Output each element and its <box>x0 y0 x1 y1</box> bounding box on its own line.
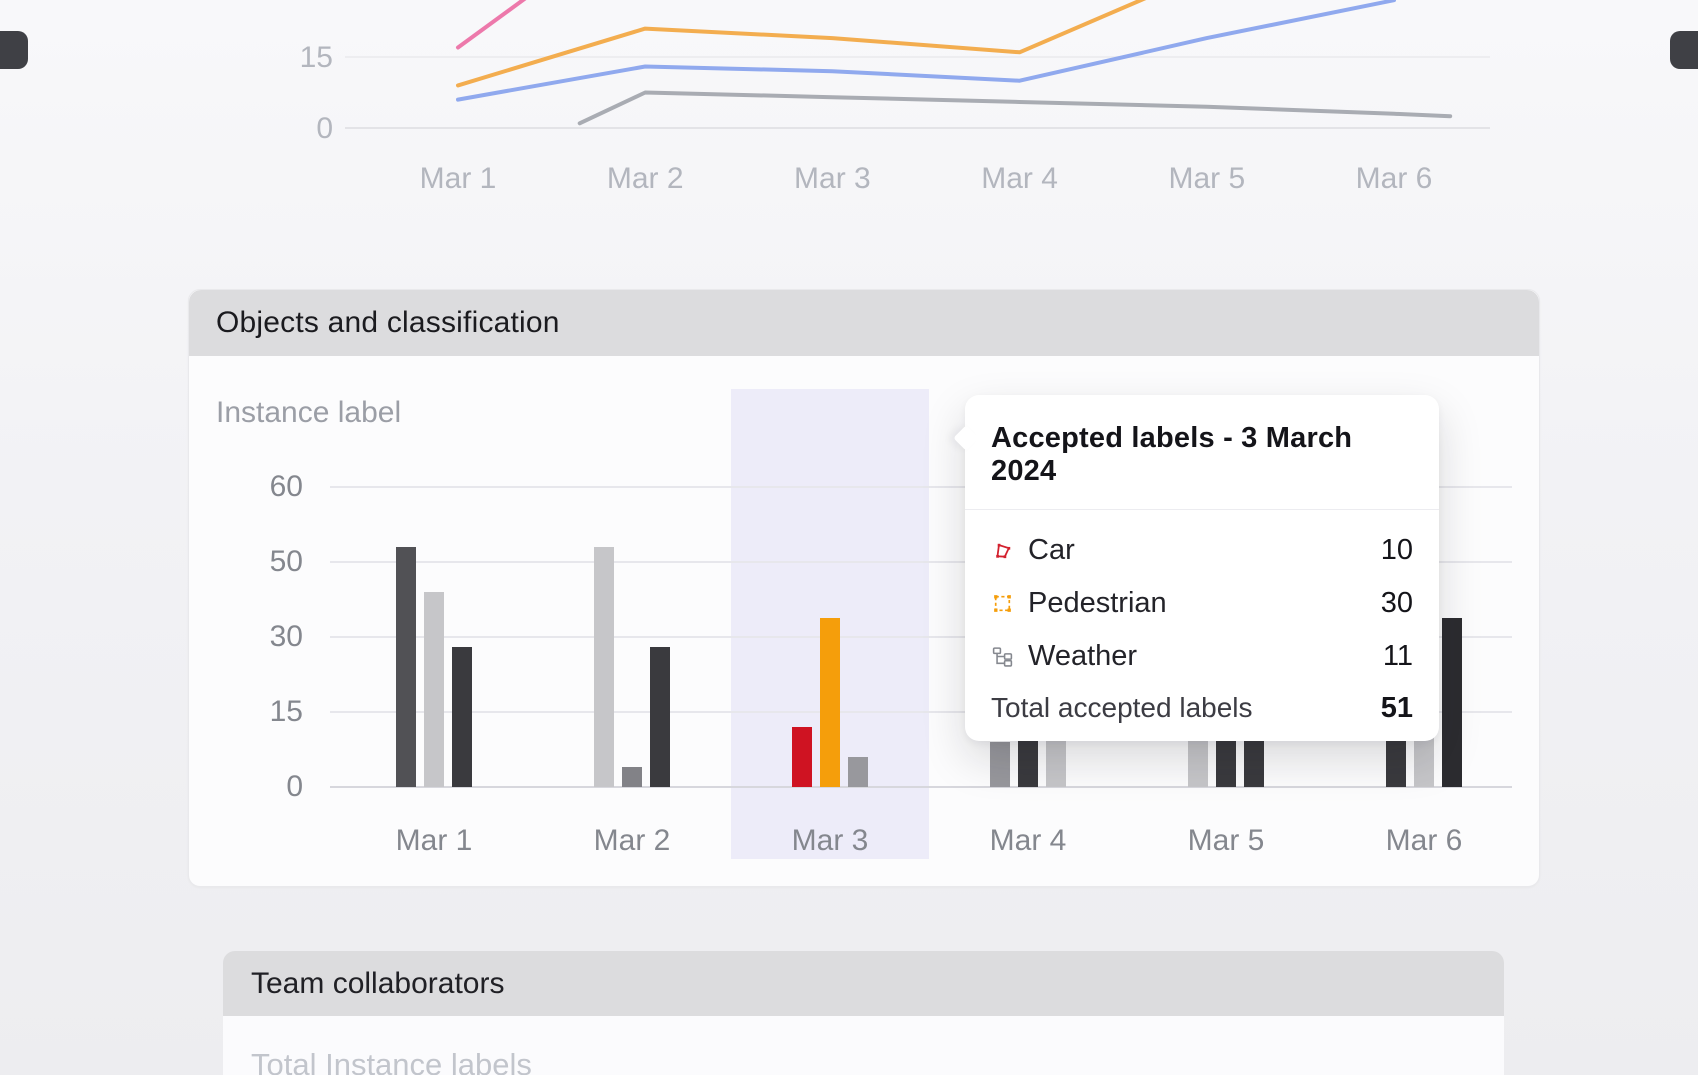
timeline-series-blue <box>456 0 1396 102</box>
tooltip-row-pedestrian: Pedestrian 30 <box>991 577 1413 630</box>
timeline-x-label: Mar 5 <box>1168 162 1246 195</box>
tooltip-title: Accepted labels - 3 March 2024 <box>991 422 1353 487</box>
team-first-row-label: Total Instance labels <box>251 1047 532 1075</box>
tooltip-total-row: Total accepted labels 51 <box>965 685 1439 741</box>
objects-card-header: Objects and classification <box>189 290 1539 356</box>
tooltip-row-weather: Weather 11 <box>991 630 1413 683</box>
bounding-box-icon <box>991 592 1014 615</box>
bar-mar-1-3[interactable] <box>452 647 472 787</box>
tooltip-divider <box>965 509 1439 510</box>
bar-mar-6-3[interactable] <box>1442 618 1462 787</box>
chart-tooltip: Accepted labels - 3 March 2024 Car 10 <box>953 395 1439 741</box>
bar-mar-2-1[interactable] <box>594 547 614 787</box>
tooltip-row-value: 10 <box>1380 534 1413 566</box>
tooltip-row-label: Car <box>1028 534 1075 566</box>
timeline-series-orange <box>456 0 1147 88</box>
bar-mar-3-3[interactable] <box>848 757 868 787</box>
bar-mar-2-3[interactable] <box>650 647 670 787</box>
timeline-x-label: Mar 1 <box>419 162 497 195</box>
polygon-tool-icon <box>991 539 1014 562</box>
bar-mar-1-2[interactable] <box>424 592 444 787</box>
timeline-y-tick: 15 <box>299 41 333 74</box>
timeline-y-tick: 0 <box>316 112 333 145</box>
timeline-series-gray <box>577 90 1453 126</box>
edge-fragment-left <box>0 31 28 69</box>
tooltip-row-value: 30 <box>1380 587 1413 619</box>
tooltip-row-label: Weather <box>1028 640 1138 672</box>
bar-mar-1-1[interactable] <box>396 547 416 787</box>
bar-mar-4-1[interactable] <box>990 742 1010 787</box>
timeline-x-label: Mar 4 <box>981 162 1058 195</box>
team-card-title: Team collaborators <box>251 966 505 1000</box>
tooltip-total-label: Total accepted labels <box>991 692 1253 723</box>
bar-mar-5-3[interactable] <box>1244 737 1264 787</box>
tooltip-rows: Car 10 Pedestrian 30 <box>965 510 1439 683</box>
tooltip-row-label: Pedestrian <box>1028 587 1167 619</box>
edge-fragment-right <box>1670 31 1698 69</box>
timeline-x-label: Mar 6 <box>1355 162 1433 195</box>
team-card-body: Total Instance labels <box>223 1016 1504 1075</box>
instance-label-axis-title: Instance label <box>216 396 402 429</box>
team-card-header: Team collaborators <box>223 951 1504 1016</box>
tooltip-row-value: 11 <box>1382 640 1413 672</box>
bar-mar-3-1[interactable] <box>792 727 812 787</box>
timeline-plot-svg <box>345 0 1490 129</box>
objects-card-title: Objects and classification <box>216 306 560 339</box>
timeline-x-label: Mar 2 <box>606 162 684 195</box>
timeline-series-pink <box>456 0 527 50</box>
tooltip-row-car: Car 10 <box>991 524 1413 577</box>
timeline-x-label: Mar 3 <box>794 162 871 195</box>
tooltip-total-value: 51 <box>1380 691 1413 724</box>
bar-mar-2-2[interactable] <box>622 767 642 787</box>
classification-icon <box>991 645 1014 668</box>
bar-mar-3-2[interactable] <box>820 618 840 787</box>
